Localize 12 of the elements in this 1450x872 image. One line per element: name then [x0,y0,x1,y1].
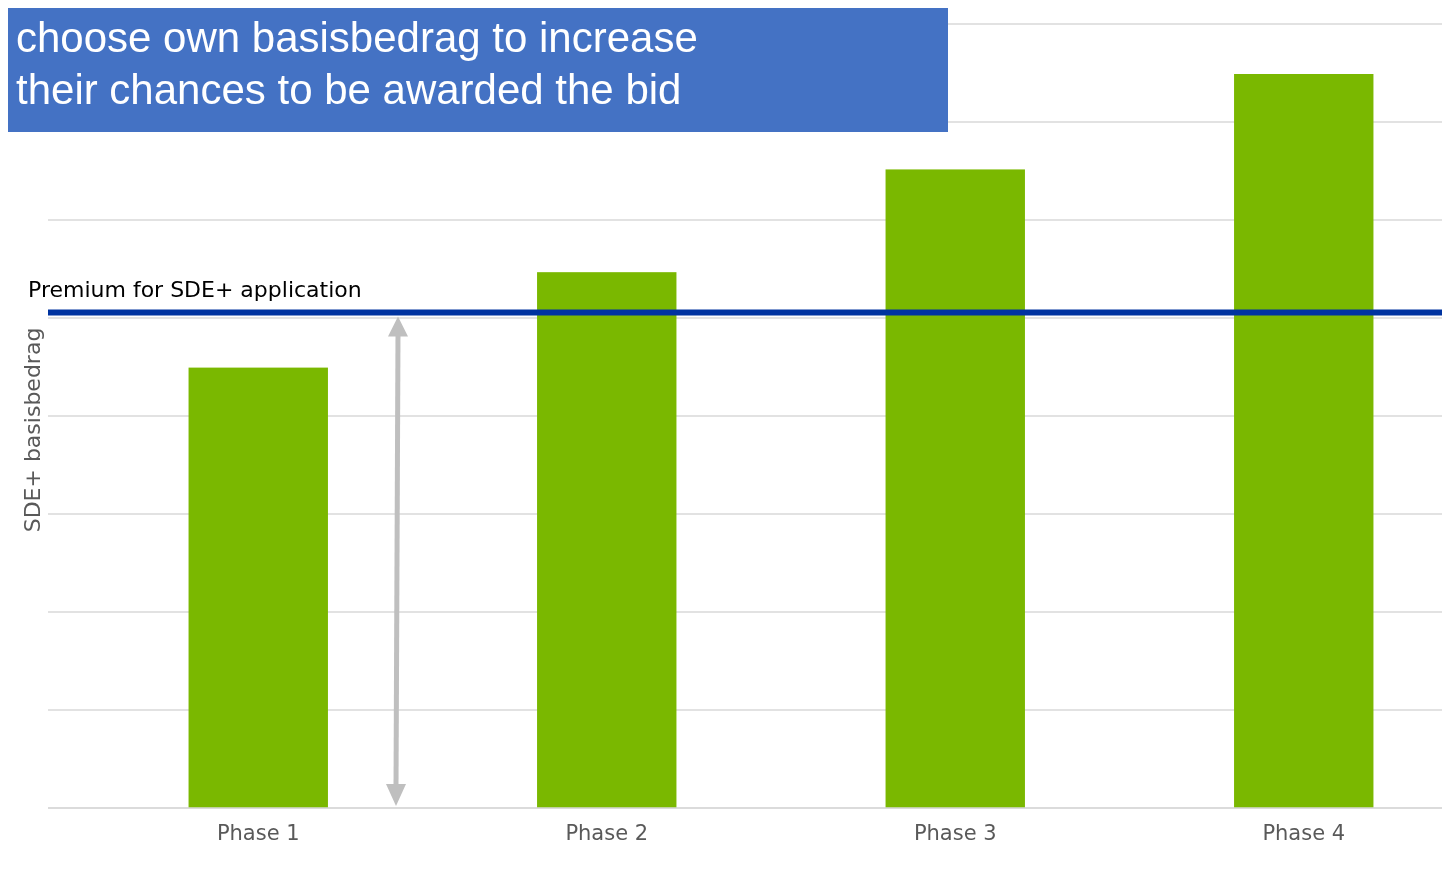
bar [188,367,328,808]
ref-line-label: Premium for SDE+ application [28,276,362,302]
bar [537,272,677,808]
x-tick-label: Phase 4 [1262,821,1346,845]
chart-title: choose own basisbedrag to increase their chances to be awarded the bid [16,14,698,113]
x-tick-label: Phase 1 [216,821,300,845]
bar [1234,74,1374,808]
x-tick-label: Phase 3 [913,821,997,845]
bar [885,169,1025,808]
x-tick-label: Phase 2 [565,821,649,845]
y-axis-title: SDE+ basisbedrag [20,327,45,533]
title-banner: choose own basisbedrag to increase their chances to be awarded the bid [8,8,948,132]
